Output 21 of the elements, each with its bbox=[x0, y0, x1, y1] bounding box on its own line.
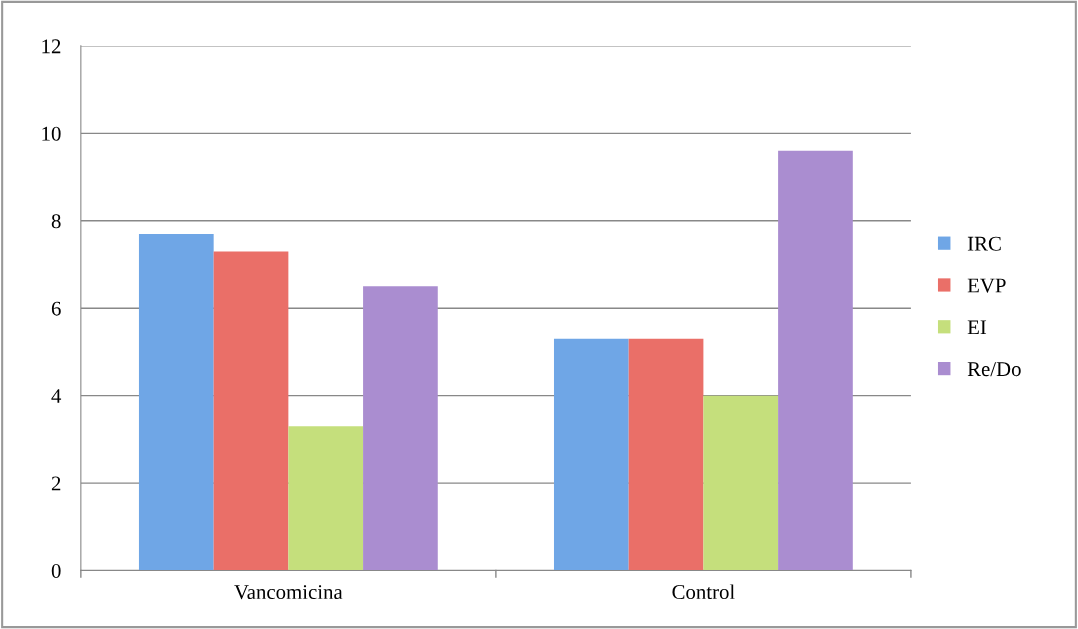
y-tick-label: 8 bbox=[51, 214, 61, 229]
bar bbox=[138, 233, 214, 571]
x-tick-label: Vancomicina bbox=[234, 585, 343, 600]
bar bbox=[363, 286, 438, 571]
legend-label: IRC bbox=[967, 236, 1001, 251]
y-tick-label: 12 bbox=[42, 39, 61, 54]
y-tick-label: 0 bbox=[51, 563, 61, 578]
y-tick-label: 10 bbox=[42, 126, 61, 141]
legend-label: EI bbox=[967, 320, 987, 335]
x-tick-label: Control bbox=[672, 584, 735, 600]
legend-label: Re/Do bbox=[967, 362, 1021, 377]
bar bbox=[288, 426, 364, 571]
legend-label: EVP bbox=[967, 278, 1006, 293]
bar bbox=[628, 338, 704, 571]
y-tick-label: 2 bbox=[51, 476, 61, 491]
bar bbox=[703, 395, 779, 571]
bar bbox=[778, 150, 853, 571]
y-tick-label: 6 bbox=[51, 301, 61, 316]
y-tick-label: 4 bbox=[51, 389, 62, 403]
bar bbox=[553, 338, 629, 571]
bar bbox=[213, 251, 289, 571]
